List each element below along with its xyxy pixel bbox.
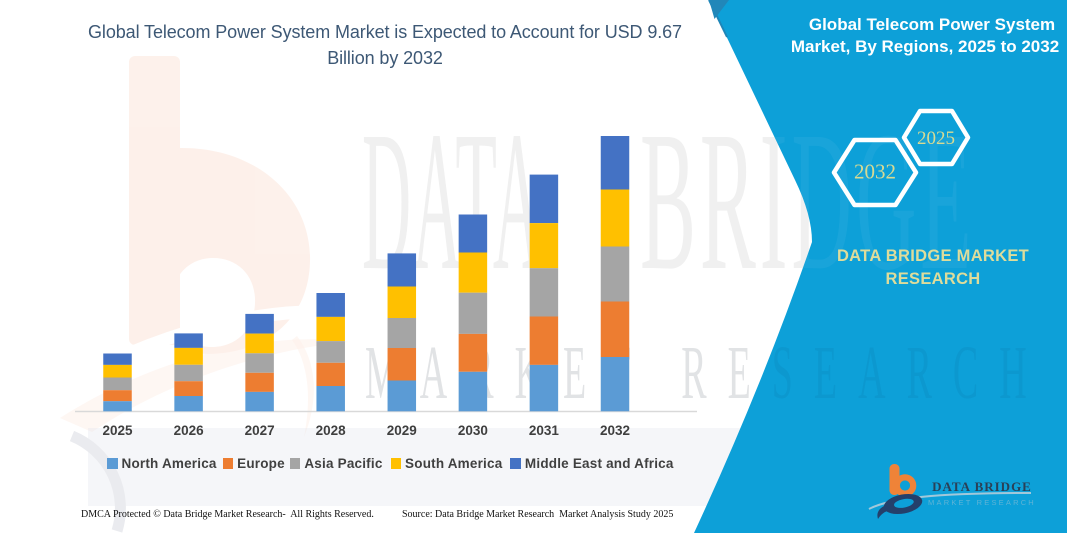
svg-text:DATA BRIDGE: DATA BRIDGE (932, 479, 1032, 494)
svg-text:BRIDGE: BRIDGE (640, 91, 975, 313)
svg-text:MARKET RESEARCH: MARKET RESEARCH (928, 498, 1036, 507)
svg-text:2032: 2032 (854, 160, 896, 184)
svg-text:2025: 2025 (917, 128, 955, 149)
